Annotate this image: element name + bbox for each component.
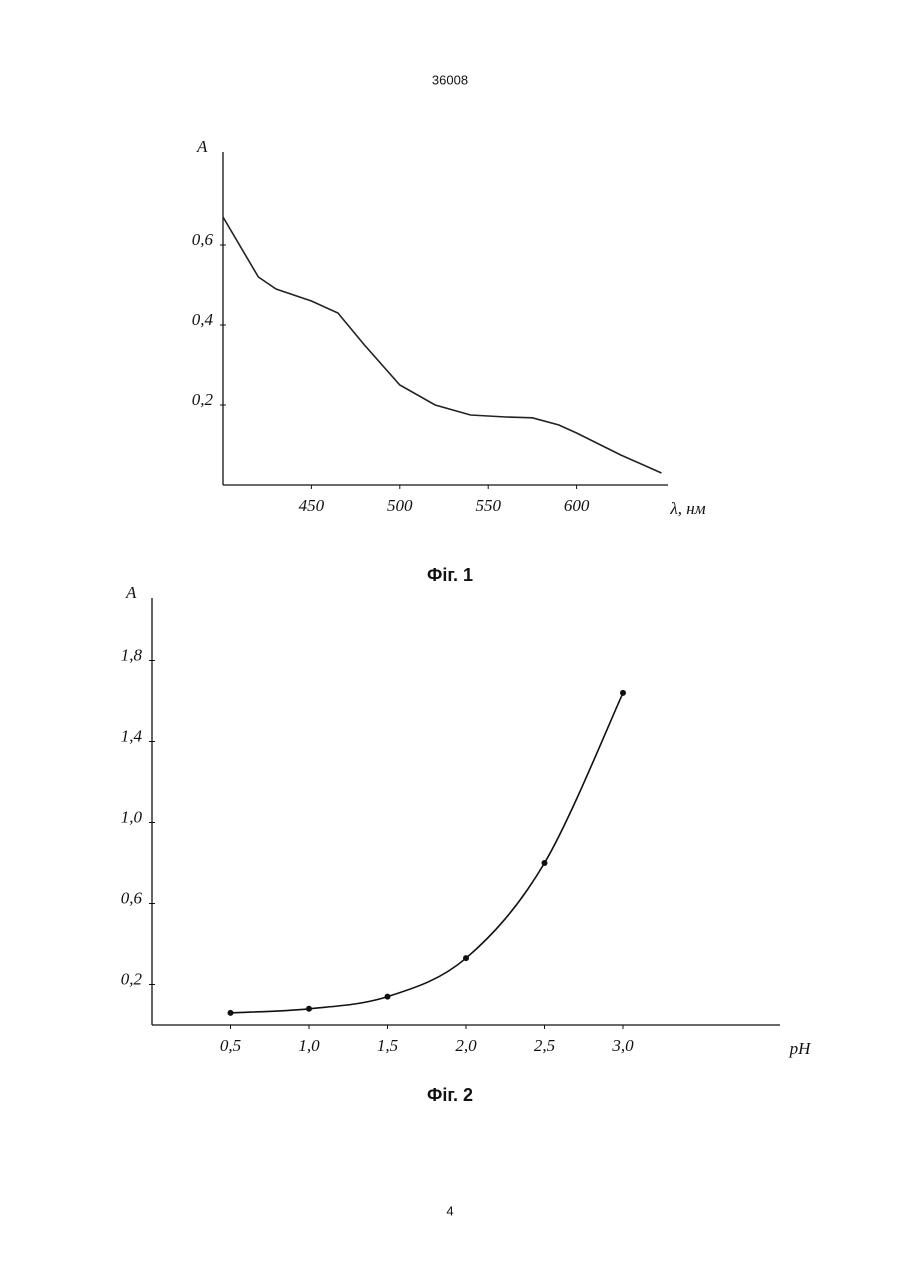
data-point [542, 860, 548, 866]
figure-caption: Фіг. 1 [427, 565, 473, 585]
x-tick-label: 2,0 [455, 1036, 477, 1055]
page: 36008 4 0,2 0,4 0,6 450 500 550 600 Aλ, нм Фіг. … [0, 0, 900, 1273]
data-point [228, 1010, 234, 1016]
y-axis-label: A [196, 137, 208, 156]
data-point [385, 994, 391, 1000]
x-tick-label: 2,5 [534, 1036, 555, 1055]
data-point [620, 690, 626, 696]
data-point [463, 955, 469, 961]
y-tick-label: 1,0 [121, 807, 143, 826]
x-tick-label: 550 [475, 496, 501, 515]
x-axis-label: λ, нм [669, 499, 705, 518]
document: 36008 4 0,2 0,4 0,6 450 500 550 600 Aλ, нм Фіг. … [0, 0, 900, 1273]
x-tick-label: 500 [387, 496, 413, 515]
y-tick-label: 0,6 [192, 230, 214, 249]
x-tick-label: 3,0 [611, 1036, 634, 1055]
y-tick-label: 1,8 [121, 645, 143, 664]
y-tick-label: 0,4 [192, 310, 214, 329]
y-tick-label: 0,2 [192, 390, 214, 409]
x-tick-label: 0,5 [220, 1036, 241, 1055]
x-tick-label: 600 [564, 496, 590, 515]
data-line [231, 693, 624, 1013]
header: 36008 [432, 72, 468, 87]
figure-caption: Фіг. 2 [427, 1085, 473, 1105]
y-axis-label: A [125, 583, 137, 602]
x-tick-label: 1,5 [377, 1036, 398, 1055]
page-number: 4 [446, 1203, 453, 1218]
x-tick-label: 450 [299, 496, 325, 515]
x-tick-label: 1,0 [298, 1036, 320, 1055]
data-line [223, 217, 661, 473]
data-point [306, 1006, 312, 1012]
y-tick-label: 0,2 [121, 969, 143, 988]
y-tick-label: 1,4 [121, 726, 143, 745]
y-tick-label: 0,6 [121, 888, 143, 907]
x-axis-label: pH [789, 1039, 813, 1058]
